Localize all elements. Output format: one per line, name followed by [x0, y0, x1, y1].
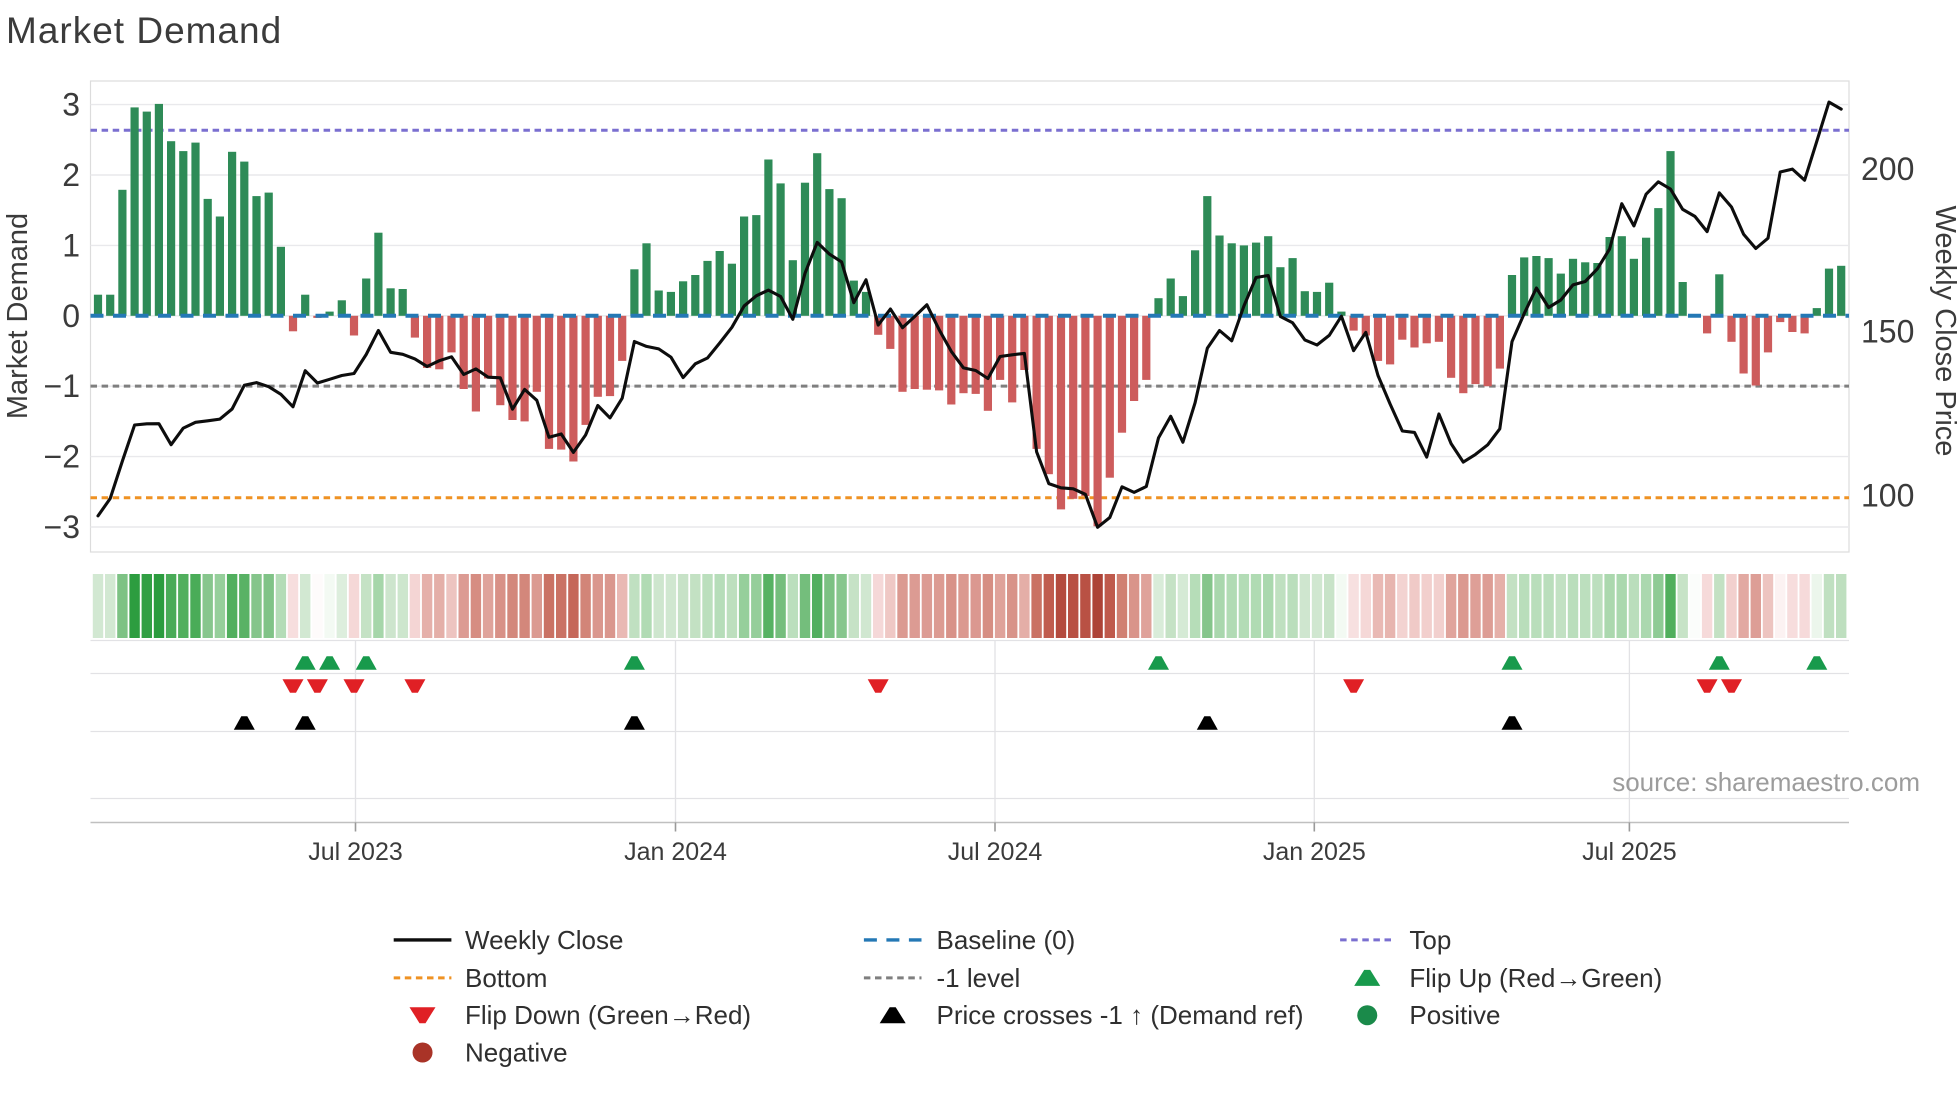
svg-text:1: 1 [62, 227, 80, 263]
svg-text:100: 100 [1861, 478, 1914, 514]
svg-text:3: 3 [62, 87, 80, 123]
svg-text:2: 2 [62, 157, 80, 193]
svg-text:−1: −1 [44, 368, 80, 404]
svg-text:Flip Up (Red→Green): Flip Up (Red→Green) [1409, 963, 1662, 993]
svg-text:Weekly Close Price: Weekly Close Price [1929, 206, 1960, 457]
svg-text:-1 level: -1 level [937, 963, 1021, 993]
svg-text:Jan 2024: Jan 2024 [624, 838, 727, 866]
svg-text:0: 0 [62, 298, 80, 334]
svg-text:Positive: Positive [1409, 1000, 1500, 1030]
svg-text:Market Demand: Market Demand [6, 10, 282, 51]
svg-text:Jul 2025: Jul 2025 [1582, 838, 1677, 866]
svg-text:Flip Down (Green→Red): Flip Down (Green→Red) [465, 1000, 751, 1030]
svg-text:Jul 2023: Jul 2023 [308, 838, 403, 866]
svg-text:Weekly Close: Weekly Close [465, 925, 623, 955]
svg-text:−2: −2 [44, 439, 80, 475]
svg-text:source: sharemaestro.com: source: sharemaestro.com [1612, 767, 1920, 797]
svg-text:Top: Top [1409, 925, 1451, 955]
svg-text:Baseline (0): Baseline (0) [937, 925, 1076, 955]
svg-text:−3: −3 [44, 509, 80, 545]
svg-text:Price crosses -1 ↑ (Demand ref: Price crosses -1 ↑ (Demand ref) [937, 1000, 1304, 1030]
svg-text:Negative: Negative [465, 1038, 568, 1068]
svg-text:Bottom: Bottom [465, 963, 547, 993]
svg-text:Jul 2024: Jul 2024 [948, 838, 1043, 866]
svg-text:Market Demand: Market Demand [2, 213, 34, 419]
svg-text:150: 150 [1861, 314, 1914, 350]
svg-text:200: 200 [1861, 151, 1914, 187]
svg-text:Jan 2025: Jan 2025 [1263, 838, 1366, 866]
